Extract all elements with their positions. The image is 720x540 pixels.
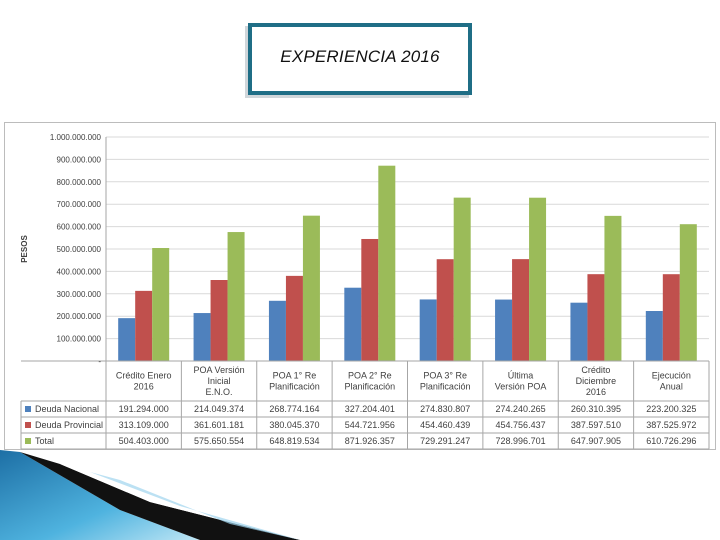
y-tick-label: 200.000.000 bbox=[57, 312, 102, 321]
data-label: 260.310.395 bbox=[571, 404, 621, 414]
x-category-label: POA Versión Inicial E.N.O. bbox=[194, 365, 245, 397]
bar bbox=[227, 232, 245, 361]
data-label: 274.240.265 bbox=[496, 404, 546, 414]
bar bbox=[495, 299, 513, 361]
bar bbox=[344, 287, 362, 361]
data-label: 313.109.000 bbox=[119, 420, 169, 430]
x-category-label: POA 2° Re Planificación bbox=[345, 371, 396, 392]
data-label: 544.721.956 bbox=[345, 420, 395, 430]
bar bbox=[361, 238, 379, 361]
x-category-label: Crédito Enero 2016 bbox=[116, 371, 172, 392]
bar bbox=[152, 248, 170, 361]
bar bbox=[419, 299, 437, 361]
data-label: 504.403.000 bbox=[119, 436, 169, 446]
data-label: 871.926.357 bbox=[345, 436, 395, 446]
data-label: 223.200.325 bbox=[646, 404, 696, 414]
data-label: 191.294.000 bbox=[119, 404, 169, 414]
decorative-corner-swoosh bbox=[0, 450, 300, 540]
data-label: 387.597.510 bbox=[571, 420, 621, 430]
bar bbox=[587, 274, 605, 361]
bar bbox=[302, 215, 320, 361]
data-label: 327.204.401 bbox=[345, 404, 395, 414]
legend-key bbox=[25, 406, 31, 412]
y-tick-label: 1.000.000.000 bbox=[50, 133, 102, 142]
chart-frame: -100.000.000200.000.000300.000.000400.00… bbox=[4, 122, 716, 450]
legend-label: Deuda Nacional bbox=[35, 404, 99, 414]
bar bbox=[118, 318, 136, 361]
legend-key bbox=[25, 438, 31, 444]
data-label: 380.045.370 bbox=[269, 420, 319, 430]
x-category-label: Crédito Diciembre 2016 bbox=[576, 365, 617, 397]
y-tick-label: 100.000.000 bbox=[57, 335, 102, 344]
bar bbox=[193, 313, 211, 361]
slide-title-box: EXPERIENCIA 2016 bbox=[248, 23, 472, 95]
data-label: 648.819.534 bbox=[269, 436, 319, 446]
data-label: 268.774.164 bbox=[269, 404, 319, 414]
bar bbox=[570, 302, 588, 361]
bar bbox=[285, 275, 303, 361]
x-category-label: POA 1° Re Planificación bbox=[269, 371, 320, 392]
data-label: 610.726.296 bbox=[646, 436, 696, 446]
y-axis-label: PESOS bbox=[20, 235, 29, 263]
x-category-label: POA 3° Re Planificación bbox=[420, 371, 471, 392]
data-label: 214.049.374 bbox=[194, 404, 244, 414]
data-label: 647.907.905 bbox=[571, 436, 621, 446]
x-category-label: Ejecución Anual bbox=[652, 371, 691, 392]
y-tick-label: 800.000.000 bbox=[57, 178, 102, 187]
bar bbox=[378, 165, 396, 361]
slide-title: EXPERIENCIA 2016 bbox=[280, 47, 440, 66]
data-label: 454.756.437 bbox=[496, 420, 546, 430]
x-category-label: Última Versión POA bbox=[495, 371, 547, 392]
y-tick-label: 500.000.000 bbox=[57, 245, 102, 254]
data-label: 728.996.701 bbox=[496, 436, 546, 446]
bar bbox=[679, 224, 697, 361]
bar bbox=[453, 197, 471, 361]
bar bbox=[645, 311, 663, 361]
bar bbox=[662, 274, 680, 361]
bar bbox=[436, 259, 454, 361]
data-label: 387.525.972 bbox=[646, 420, 696, 430]
data-label: 575.650.554 bbox=[194, 436, 244, 446]
bar bbox=[135, 290, 153, 361]
bar bbox=[268, 300, 286, 361]
bar bbox=[529, 197, 547, 361]
y-tick-label: 600.000.000 bbox=[57, 223, 102, 232]
y-tick-label: 700.000.000 bbox=[57, 200, 102, 209]
legend-key bbox=[25, 422, 31, 428]
y-tick-label: 400.000.000 bbox=[57, 267, 102, 276]
data-label: 454.460.439 bbox=[420, 420, 470, 430]
legend-label: Deuda Provincial bbox=[35, 420, 103, 430]
data-label: 274.830.807 bbox=[420, 404, 470, 414]
bar bbox=[604, 215, 622, 361]
bar bbox=[512, 259, 530, 361]
bar-chart: -100.000.000200.000.000300.000.000400.00… bbox=[20, 133, 710, 450]
y-tick-label: 300.000.000 bbox=[57, 290, 102, 299]
legend-label: Total bbox=[35, 436, 54, 446]
data-label: 729.291.247 bbox=[420, 436, 470, 446]
bar bbox=[210, 280, 228, 361]
y-tick-label: 900.000.000 bbox=[57, 155, 102, 164]
data-label: 361.601.181 bbox=[194, 420, 244, 430]
